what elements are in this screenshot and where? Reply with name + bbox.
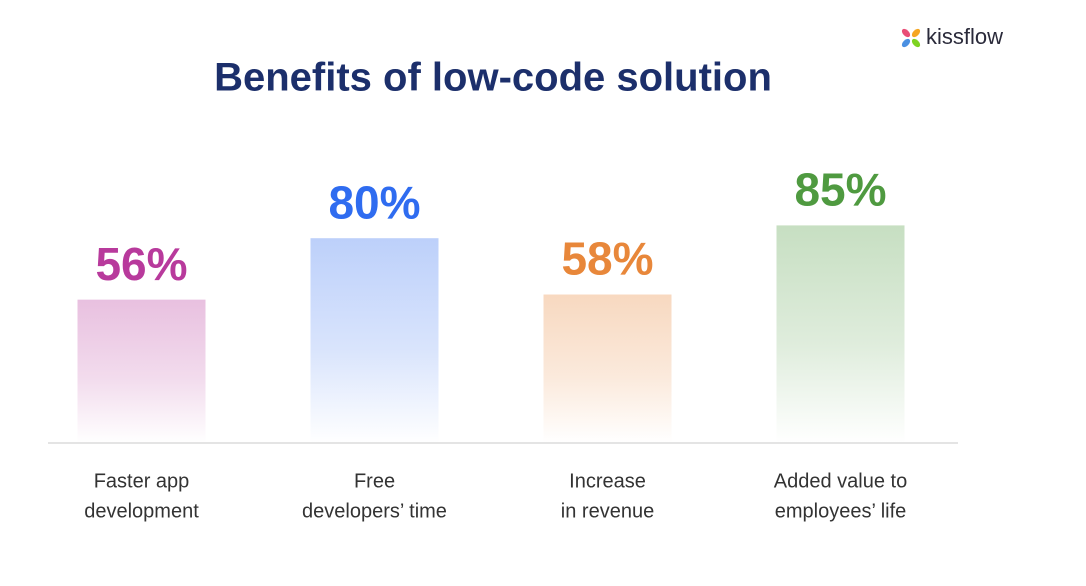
value-label: 58% (561, 233, 653, 285)
x-tick-label: developers’ time (302, 500, 447, 522)
x-tick-label: Faster app (94, 470, 190, 492)
x-tick-label: development (84, 500, 199, 522)
x-tick-label: Free (354, 470, 395, 492)
bar (543, 294, 672, 443)
x-tick-label: employees’ life (775, 500, 907, 522)
value-label: 85% (794, 164, 886, 216)
x-tick-label: Increase (569, 470, 646, 492)
bar (77, 299, 206, 443)
value-label: 56% (95, 238, 187, 290)
brand-logo: kissflow (901, 24, 1003, 49)
x-tick-label: Added value to (774, 470, 907, 492)
chart-title: Benefits of low-code solution (214, 56, 772, 100)
bar (776, 225, 905, 443)
x-tick-label: in revenue (561, 500, 654, 522)
bar (310, 238, 439, 443)
value-label: 80% (328, 176, 420, 228)
brand-name: kissflow (926, 24, 1003, 49)
